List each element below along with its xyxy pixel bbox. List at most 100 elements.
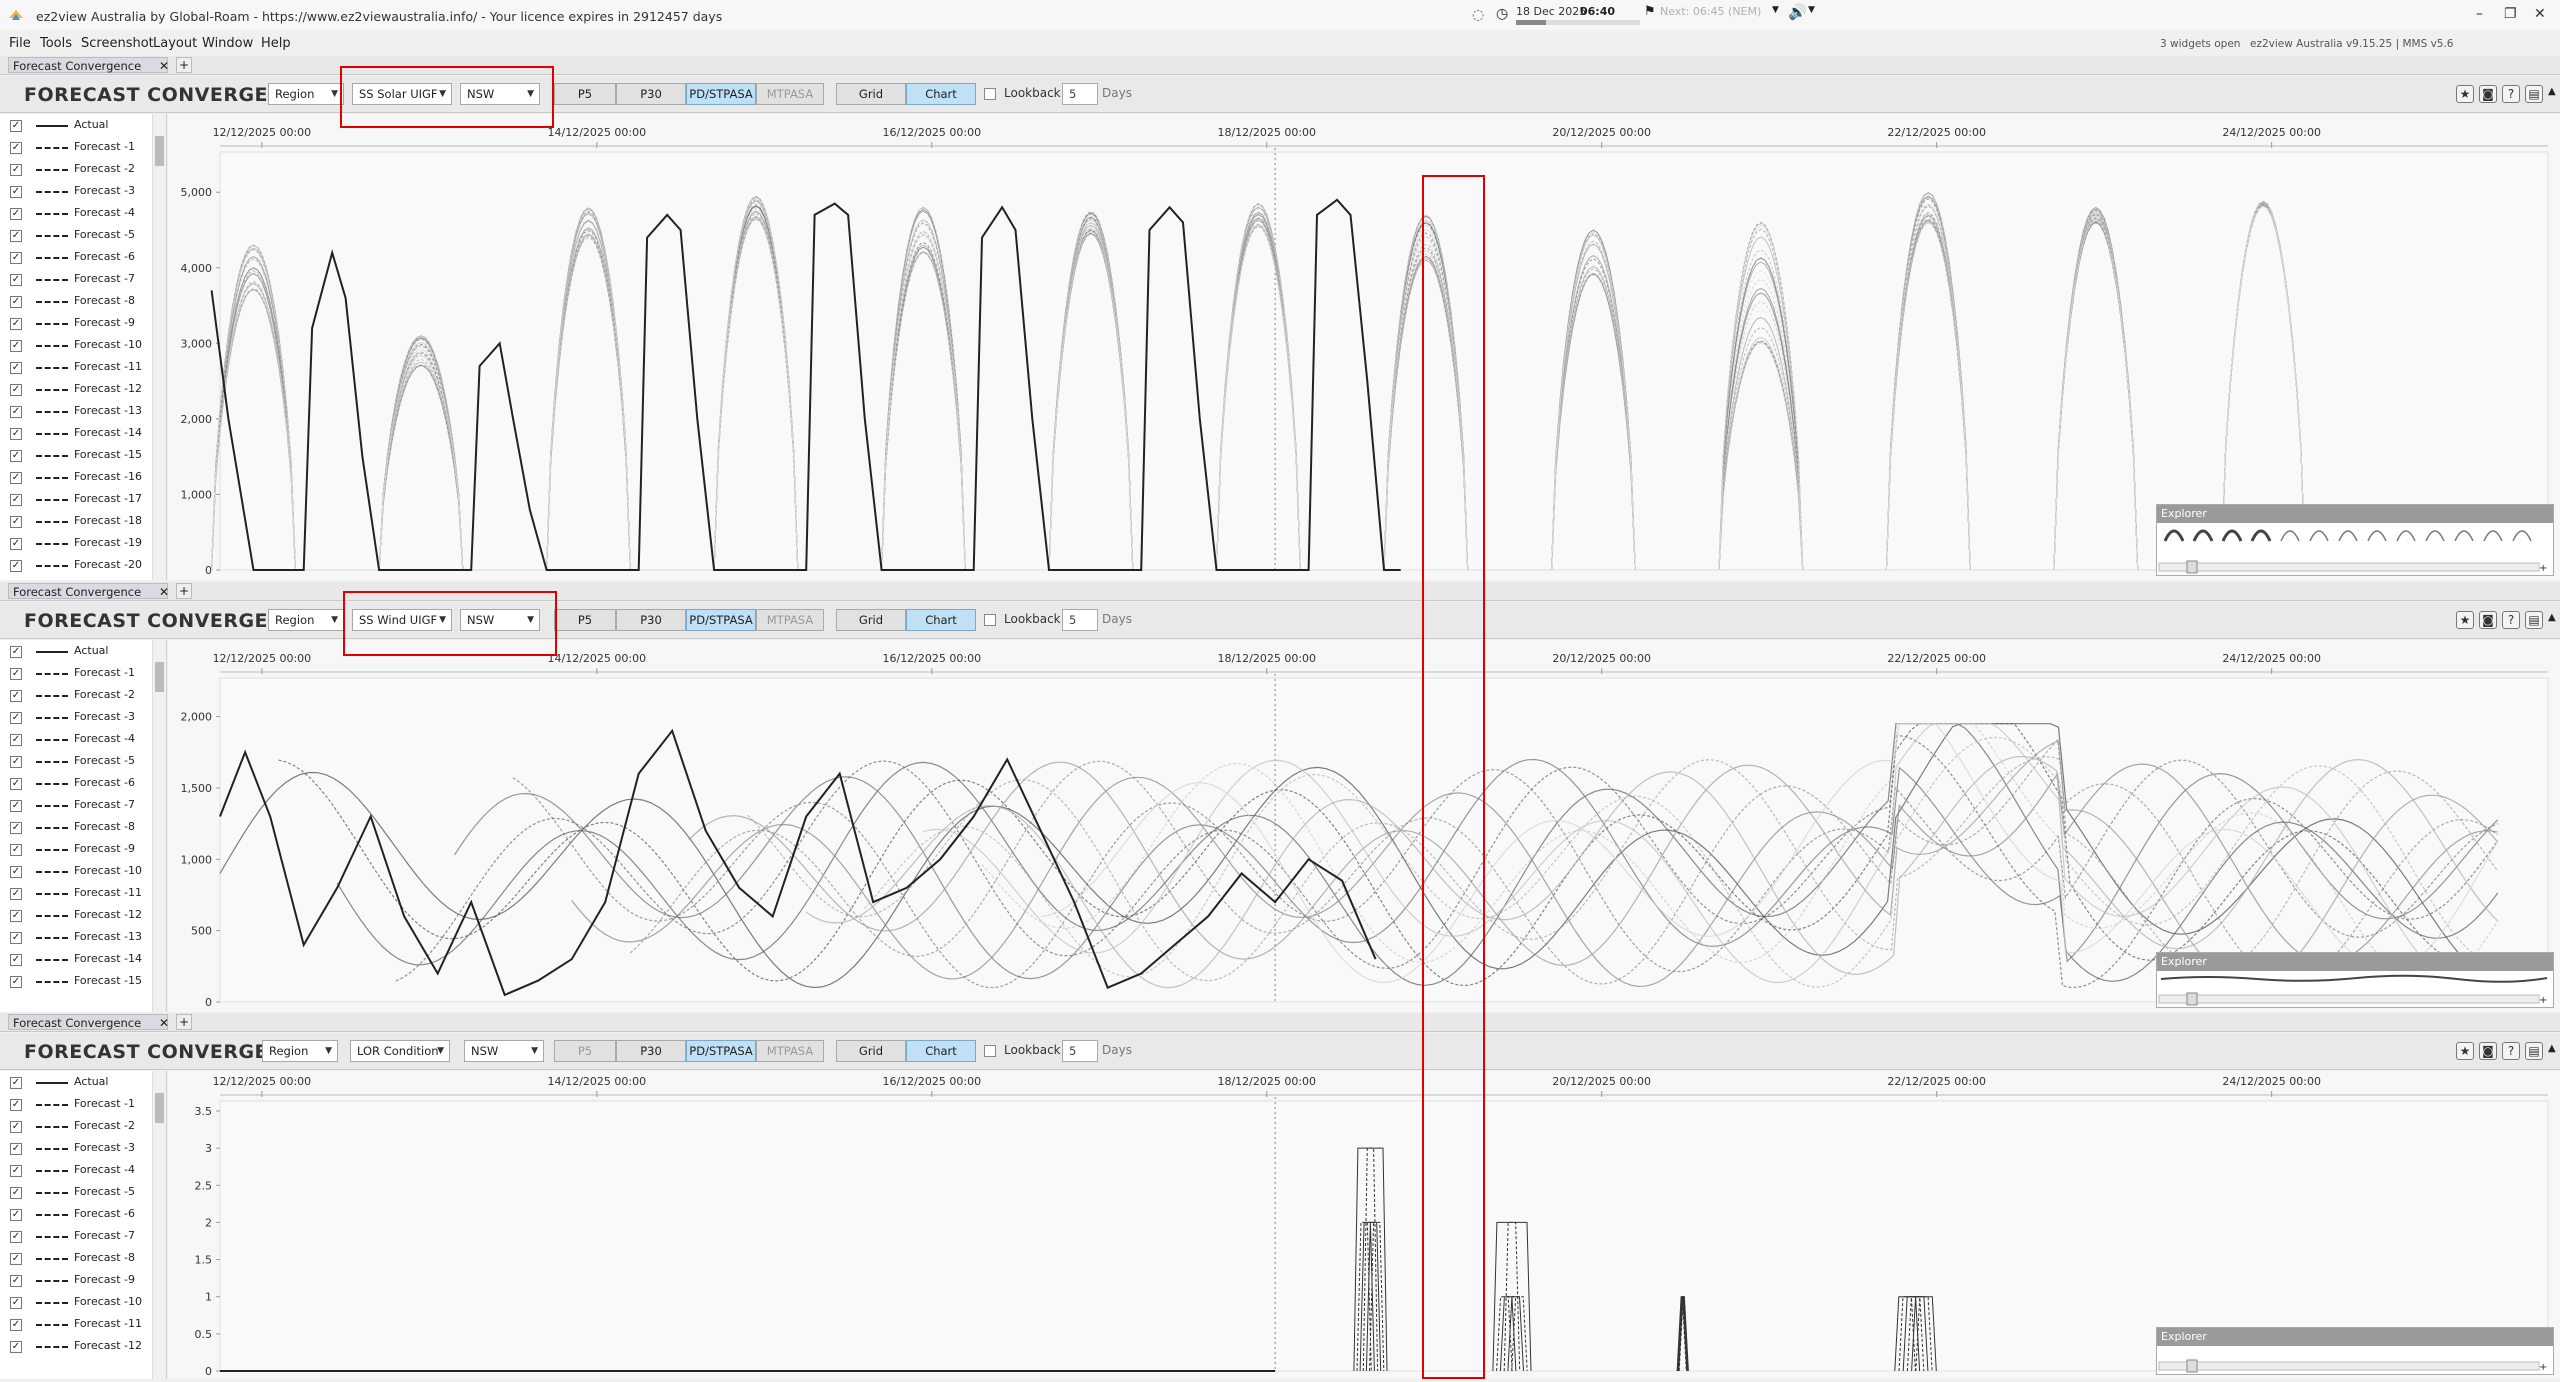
legend-checkbox[interactable]: ✓: [10, 690, 22, 702]
p30-button[interactable]: P30: [616, 83, 686, 105]
plus-icon[interactable]: +: [2539, 995, 2547, 1006]
legend-scrollbar[interactable]: [152, 114, 166, 580]
p5-button[interactable]: P5: [554, 83, 616, 105]
legend-item[interactable]: ✓ Forecast -16: [10, 468, 150, 488]
comment-icon[interactable]: ▤: [2525, 611, 2543, 629]
legend-item[interactable]: ✓ Forecast -15: [10, 972, 150, 992]
explorer-panel[interactable]: Explorer +: [2156, 1327, 2554, 1375]
add-tab-button[interactable]: +: [176, 583, 192, 599]
close-button[interactable]: ✕: [2534, 6, 2546, 22]
legend-checkbox[interactable]: ✓: [10, 1165, 22, 1177]
explorer-panel[interactable]: Explorer +: [2156, 504, 2554, 576]
state-select[interactable]: NSW ▼: [460, 83, 540, 105]
legend-checkbox[interactable]: ✓: [10, 1099, 22, 1111]
lookback-stepper[interactable]: 5: [1062, 83, 1098, 105]
state-select[interactable]: NSW ▼: [464, 1040, 544, 1062]
legend-checkbox[interactable]: ✓: [10, 910, 22, 922]
legend-checkbox[interactable]: ✓: [10, 384, 22, 396]
chevron-down-icon[interactable]: ▼: [1772, 5, 1779, 15]
legend-checkbox[interactable]: ✓: [10, 976, 22, 988]
tab-forecast-convergence[interactable]: Forecast Convergence ✕: [8, 1014, 169, 1030]
legend-checkbox[interactable]: ✓: [10, 888, 22, 900]
legend-item[interactable]: ✓ Forecast -2: [10, 686, 150, 706]
legend-checkbox[interactable]: ✓: [10, 516, 22, 528]
lookback-stepper[interactable]: 5: [1062, 609, 1098, 631]
legend-checkbox[interactable]: ✓: [10, 866, 22, 878]
tab-forecast-convergence[interactable]: Forecast Convergence ✕: [8, 583, 170, 599]
metric-select[interactable]: SS Solar UIGF ▼: [352, 83, 452, 105]
legend-item[interactable]: ✓ Forecast -9: [10, 1271, 150, 1291]
collapse-icon[interactable]: ▲: [2548, 86, 2556, 97]
legend-checkbox[interactable]: ✓: [10, 406, 22, 418]
legend-checkbox[interactable]: ✓: [10, 296, 22, 308]
legend-item[interactable]: ✓ Forecast -13: [10, 402, 150, 422]
legend-checkbox[interactable]: ✓: [10, 538, 22, 550]
help-icon[interactable]: ?: [2502, 611, 2520, 629]
legend-item[interactable]: ✓ Forecast -1: [10, 664, 150, 684]
legend-item[interactable]: ✓ Forecast -6: [10, 1205, 150, 1225]
explorer-slider-handle[interactable]: [2186, 560, 2198, 574]
legend-checkbox[interactable]: ✓: [10, 800, 22, 812]
legend-checkbox[interactable]: ✓: [10, 1231, 22, 1243]
mtpasa-button[interactable]: MTPASA: [756, 609, 824, 631]
mtpasa-button[interactable]: MTPASA: [756, 83, 824, 105]
legend-checkbox[interactable]: ✓: [10, 1253, 22, 1265]
legend-checkbox[interactable]: ✓: [10, 756, 22, 768]
legend-checkbox[interactable]: ✓: [10, 142, 22, 154]
legend-item[interactable]: ✓ Forecast -12: [10, 906, 150, 926]
p5-button[interactable]: P5: [554, 609, 616, 631]
help-icon[interactable]: ?: [2502, 1042, 2520, 1060]
explorer-slider-track[interactable]: [2158, 1361, 2540, 1371]
legend-item[interactable]: ✓ Forecast -7: [10, 1227, 150, 1247]
p5-button[interactable]: P5: [554, 1040, 616, 1062]
legend-checkbox[interactable]: ✓: [10, 494, 22, 506]
lookback-checkbox[interactable]: [984, 1045, 996, 1057]
legend-item[interactable]: ✓ Forecast -14: [10, 424, 150, 444]
legend-checkbox[interactable]: ✓: [10, 822, 22, 834]
menu-layout[interactable]: Layout: [153, 36, 198, 51]
comment-icon[interactable]: ▤: [2525, 1042, 2543, 1060]
legend-item[interactable]: ✓ Forecast -12: [10, 1337, 150, 1357]
legend-checkbox[interactable]: ✓: [10, 428, 22, 440]
legend-checkbox[interactable]: ✓: [10, 450, 22, 462]
legend-checkbox[interactable]: ✓: [10, 1143, 22, 1155]
legend-item[interactable]: ✓ Forecast -3: [10, 708, 150, 728]
legend-checkbox[interactable]: ✓: [10, 734, 22, 746]
legend-item[interactable]: ✓ Actual: [10, 1073, 150, 1093]
metric-select[interactable]: SS Wind UIGF ▼: [352, 609, 452, 631]
menu-help[interactable]: Help: [261, 36, 291, 51]
legend-checkbox[interactable]: ✓: [10, 230, 22, 242]
legend-item[interactable]: ✓ Forecast -5: [10, 226, 150, 246]
legend-item[interactable]: ✓ Forecast -7: [10, 796, 150, 816]
grid-button[interactable]: Grid: [836, 1040, 906, 1062]
lookback-checkbox[interactable]: [984, 614, 996, 626]
speaker-icon[interactable]: 🔊: [1788, 3, 1807, 21]
legend-item[interactable]: ✓ Forecast -15: [10, 446, 150, 466]
tab-forecast-convergence[interactable]: Forecast Convergence ✕: [8, 57, 170, 73]
legend-checkbox[interactable]: ✓: [10, 1319, 22, 1331]
legend-item[interactable]: ✓ Actual: [10, 642, 150, 662]
explorer-panel[interactable]: Explorer +: [2156, 952, 2554, 1008]
explorer-slider-handle[interactable]: [2186, 1359, 2198, 1373]
star-icon[interactable]: ★: [2456, 611, 2474, 629]
camera-icon[interactable]: ◙: [2479, 85, 2497, 103]
legend-checkbox[interactable]: ✓: [10, 1275, 22, 1287]
legend-item[interactable]: ✓ Forecast -9: [10, 314, 150, 334]
legend-checkbox[interactable]: ✓: [10, 164, 22, 176]
restore-button[interactable]: ❐: [2504, 6, 2517, 22]
legend-item[interactable]: ✓ Forecast -8: [10, 818, 150, 838]
pdstpasa-button[interactable]: PD/STPASA: [686, 609, 756, 631]
flag-icon[interactable]: ⚑: [1644, 4, 1656, 19]
p30-button[interactable]: P30: [616, 609, 686, 631]
legend-checkbox[interactable]: ✓: [10, 208, 22, 220]
close-icon[interactable]: ✕: [159, 585, 170, 599]
legend-item[interactable]: ✓ Forecast -18: [10, 512, 150, 532]
grid-button[interactable]: Grid: [836, 83, 906, 105]
region-select[interactable]: Region ▼: [268, 609, 344, 631]
add-tab-button[interactable]: +: [176, 1014, 192, 1030]
camera-icon[interactable]: ◙: [2479, 611, 2497, 629]
plus-icon[interactable]: +: [2539, 1362, 2547, 1373]
close-icon[interactable]: ✕: [159, 59, 170, 73]
legend-item[interactable]: ✓ Forecast -12: [10, 380, 150, 400]
legend-item[interactable]: ✓ Forecast -8: [10, 1249, 150, 1269]
